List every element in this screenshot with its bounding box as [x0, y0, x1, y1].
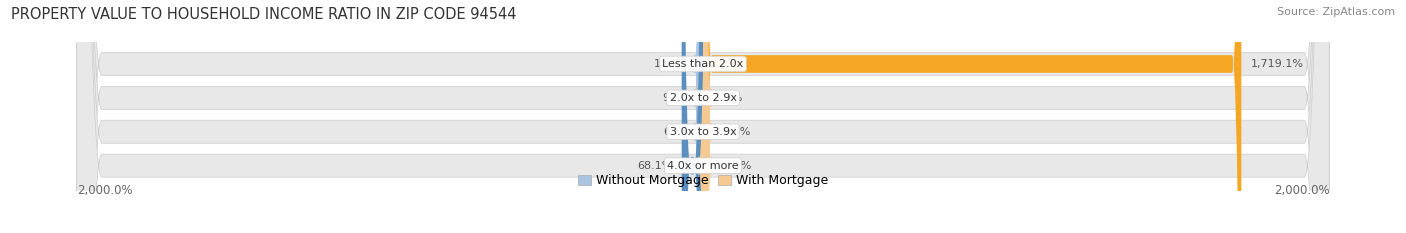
FancyBboxPatch shape: [77, 0, 1329, 233]
FancyBboxPatch shape: [77, 0, 1329, 233]
FancyBboxPatch shape: [77, 0, 1329, 233]
Text: PROPERTY VALUE TO HOUSEHOLD INCOME RATIO IN ZIP CODE 94544: PROPERTY VALUE TO HOUSEHOLD INCOME RATIO…: [11, 7, 517, 22]
Text: 5.4%: 5.4%: [714, 93, 742, 103]
Text: 2.0x to 2.9x: 2.0x to 2.9x: [669, 93, 737, 103]
FancyBboxPatch shape: [703, 0, 1241, 233]
FancyBboxPatch shape: [693, 0, 710, 233]
Text: 4.0x or more: 4.0x or more: [668, 161, 738, 171]
Text: 9.6%: 9.6%: [662, 93, 690, 103]
Text: 14.2%: 14.2%: [654, 59, 689, 69]
FancyBboxPatch shape: [682, 0, 703, 233]
Text: 68.1%: 68.1%: [637, 161, 672, 171]
Text: 13.9%: 13.9%: [717, 161, 752, 171]
Text: 2,000.0%: 2,000.0%: [1274, 184, 1329, 197]
Text: 3.0x to 3.9x: 3.0x to 3.9x: [669, 127, 737, 137]
Text: 1,719.1%: 1,719.1%: [1251, 59, 1303, 69]
FancyBboxPatch shape: [77, 0, 1329, 233]
FancyBboxPatch shape: [693, 0, 710, 233]
Text: Less than 2.0x: Less than 2.0x: [662, 59, 744, 69]
Text: 6.2%: 6.2%: [664, 127, 692, 137]
Text: 2,000.0%: 2,000.0%: [77, 184, 132, 197]
FancyBboxPatch shape: [696, 0, 713, 233]
Text: Source: ZipAtlas.com: Source: ZipAtlas.com: [1277, 7, 1395, 17]
Text: 12.5%: 12.5%: [716, 127, 752, 137]
Legend: Without Mortgage, With Mortgage: Without Mortgage, With Mortgage: [574, 169, 832, 192]
FancyBboxPatch shape: [697, 0, 713, 233]
FancyBboxPatch shape: [693, 0, 709, 233]
FancyBboxPatch shape: [697, 0, 713, 233]
